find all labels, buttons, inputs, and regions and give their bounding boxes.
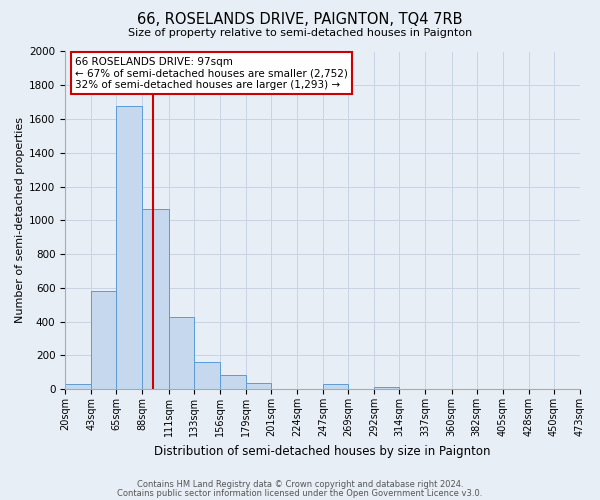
Text: 66, ROSELANDS DRIVE, PAIGNTON, TQ4 7RB: 66, ROSELANDS DRIVE, PAIGNTON, TQ4 7RB: [137, 12, 463, 28]
Bar: [323, 384, 348, 389]
Bar: [169, 316, 194, 389]
Bar: [246, 383, 271, 389]
Bar: [91, 291, 116, 389]
Text: Size of property relative to semi-detached houses in Paignton: Size of property relative to semi-detach…: [128, 28, 472, 38]
Bar: [65, 384, 91, 389]
Y-axis label: Number of semi-detached properties: Number of semi-detached properties: [15, 118, 25, 324]
Text: 66 ROSELANDS DRIVE: 97sqm
← 67% of semi-detached houses are smaller (2,752)
32% : 66 ROSELANDS DRIVE: 97sqm ← 67% of semi-…: [76, 56, 349, 90]
Bar: [194, 362, 220, 389]
Bar: [374, 386, 399, 389]
Text: Contains HM Land Registry data © Crown copyright and database right 2024.: Contains HM Land Registry data © Crown c…: [137, 480, 463, 489]
Bar: [220, 375, 246, 389]
Bar: [142, 208, 169, 389]
Text: Contains public sector information licensed under the Open Government Licence v3: Contains public sector information licen…: [118, 488, 482, 498]
X-axis label: Distribution of semi-detached houses by size in Paignton: Distribution of semi-detached houses by …: [154, 444, 491, 458]
Bar: [116, 106, 142, 389]
